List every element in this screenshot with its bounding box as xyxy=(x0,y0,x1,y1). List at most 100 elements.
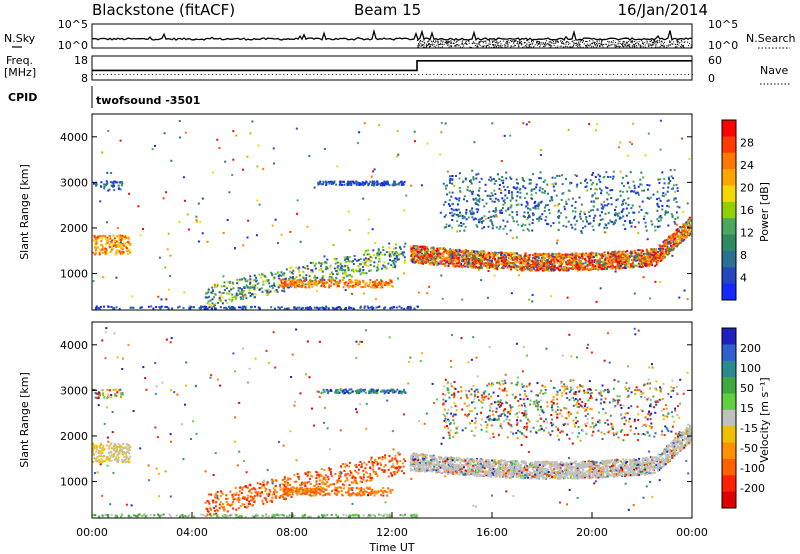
echo-cell xyxy=(597,173,600,176)
echo-cell xyxy=(105,249,108,252)
noise-search-point xyxy=(504,44,505,46)
echo-cell xyxy=(348,279,351,282)
noise-search-point xyxy=(651,44,653,45)
echo-cell xyxy=(362,269,365,271)
echo-cell xyxy=(580,231,583,234)
echo-cell xyxy=(609,220,612,223)
echo-cell xyxy=(525,261,528,264)
echo-cell xyxy=(605,171,608,174)
echo-cell xyxy=(101,245,104,248)
echo-cell xyxy=(298,279,301,282)
echo-cell xyxy=(332,279,335,282)
echo-cell xyxy=(472,212,475,215)
echo-cell xyxy=(611,263,613,266)
echo-cell xyxy=(514,257,517,260)
noise-search-point xyxy=(480,40,482,42)
noise-search-point xyxy=(579,41,581,43)
noise-search-point xyxy=(428,44,430,46)
echo-cell xyxy=(285,280,288,283)
echo-cell xyxy=(459,249,462,252)
echo-cell xyxy=(423,247,426,250)
echo-cell xyxy=(410,250,413,253)
echo-cell xyxy=(126,241,129,244)
echo-cell xyxy=(666,243,669,246)
noise-search-point xyxy=(417,46,419,48)
echo-cell xyxy=(658,181,661,184)
noise-search-point xyxy=(690,44,692,46)
echo-cell xyxy=(416,247,418,250)
echo-cell xyxy=(496,267,499,270)
echo-cell xyxy=(664,213,667,216)
echo-cell xyxy=(389,259,391,261)
echo-cell xyxy=(373,180,375,183)
echo-cell xyxy=(409,245,412,248)
echo-cell xyxy=(680,231,683,234)
echo-cell xyxy=(499,251,502,254)
echo-cell xyxy=(580,264,583,267)
echo-cell xyxy=(553,189,556,192)
nave-point xyxy=(403,74,405,75)
noise-search-point xyxy=(583,43,585,45)
echo-cell xyxy=(502,267,505,270)
echo-cell xyxy=(621,209,624,212)
noise-search-point xyxy=(656,40,658,42)
echo-cell xyxy=(461,257,464,260)
echo-cell xyxy=(569,259,572,262)
echo-cell xyxy=(449,262,452,265)
echo-cell xyxy=(509,256,511,259)
noise-search-point xyxy=(501,45,503,47)
echo-cell xyxy=(114,244,117,247)
echo-cell xyxy=(434,251,437,254)
echo-cell xyxy=(410,251,413,254)
echo-cell xyxy=(254,284,257,287)
echo-cell xyxy=(423,255,426,258)
echo-cell xyxy=(423,248,426,251)
echo-cell xyxy=(489,215,492,218)
echo-cell xyxy=(448,224,451,227)
echo-cell xyxy=(347,183,350,186)
echo-cell xyxy=(563,257,566,259)
nave-point xyxy=(485,74,487,75)
echo-cell xyxy=(539,171,542,174)
echo-cell xyxy=(664,242,666,245)
echo-cell xyxy=(678,236,681,239)
echo-cell xyxy=(281,289,284,292)
noise-search-point xyxy=(655,43,657,45)
noise-search-point xyxy=(439,43,441,45)
nave-point xyxy=(275,74,277,75)
echo-cell xyxy=(633,190,636,193)
echo-cell xyxy=(632,180,635,183)
nave-point xyxy=(245,74,247,75)
echo-cell xyxy=(119,181,122,184)
echo-cell xyxy=(592,263,595,266)
echo-cell xyxy=(517,265,520,268)
echo-cell xyxy=(505,264,508,267)
echo-cell xyxy=(385,251,388,254)
noise-search-point xyxy=(602,44,604,46)
echo-cell xyxy=(606,204,609,207)
echo-cell xyxy=(499,211,502,214)
echo-cell xyxy=(558,264,561,266)
echo-cell xyxy=(568,189,571,192)
echo-cell xyxy=(618,253,621,256)
nave-point xyxy=(542,74,543,75)
echo-cell xyxy=(120,184,123,187)
echo-cell xyxy=(656,209,659,212)
echo-cell xyxy=(478,197,481,200)
echo-cell xyxy=(642,255,645,257)
nave-point xyxy=(320,74,322,75)
nave-point xyxy=(223,74,225,75)
echo-cell xyxy=(358,270,361,273)
nave-point xyxy=(493,74,495,75)
noise-search-point xyxy=(628,44,630,46)
echo-cell xyxy=(295,275,298,278)
echo-cell xyxy=(456,257,459,260)
echo-cell xyxy=(502,255,505,258)
echo-cell xyxy=(264,289,267,292)
echo-cell xyxy=(395,251,398,254)
noise-search-point xyxy=(442,40,444,42)
echo-cell xyxy=(290,271,293,274)
echo-cell xyxy=(671,215,674,218)
nave-point xyxy=(238,74,240,75)
echo-cell xyxy=(414,245,417,248)
